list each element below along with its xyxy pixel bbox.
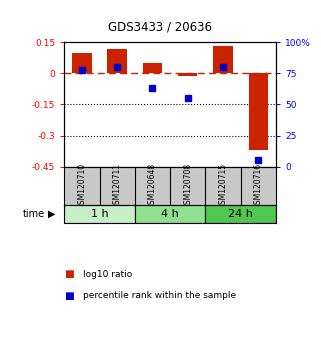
Text: time: time <box>22 209 45 219</box>
Text: GSM120710: GSM120710 <box>77 163 86 209</box>
Text: 24 h: 24 h <box>228 209 253 219</box>
Text: ▶: ▶ <box>48 209 55 219</box>
Text: percentile rank within the sample: percentile rank within the sample <box>83 291 237 300</box>
Bar <box>205 205 276 223</box>
Text: GSM120716: GSM120716 <box>254 163 263 209</box>
Bar <box>64 205 135 223</box>
Text: GSM120708: GSM120708 <box>183 163 192 209</box>
Bar <box>135 205 205 223</box>
Bar <box>143 63 162 74</box>
Bar <box>249 74 268 150</box>
Bar <box>72 53 91 74</box>
Bar <box>108 49 127 74</box>
Text: GSM120711: GSM120711 <box>113 163 122 209</box>
Bar <box>178 74 197 75</box>
Text: ■: ■ <box>64 291 74 301</box>
Text: GSM120715: GSM120715 <box>219 163 228 209</box>
Bar <box>213 46 233 74</box>
Text: 4 h: 4 h <box>161 209 179 219</box>
Text: GSM120648: GSM120648 <box>148 163 157 209</box>
Text: GDS3433 / 20636: GDS3433 / 20636 <box>108 21 213 34</box>
Text: 1 h: 1 h <box>91 209 108 219</box>
Text: log10 ratio: log10 ratio <box>83 270 133 279</box>
Text: ■: ■ <box>64 269 74 279</box>
